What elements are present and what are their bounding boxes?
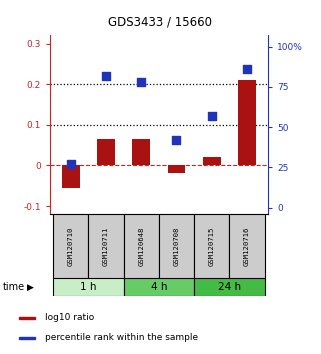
Text: GSM120711: GSM120711 (103, 226, 109, 266)
Text: 1 h: 1 h (80, 282, 97, 292)
Text: log10 ratio: log10 ratio (45, 313, 94, 322)
Text: GSM120648: GSM120648 (138, 226, 144, 266)
Bar (97, 139, 115, 165)
Point (68, 161, 74, 167)
Bar (53, 278, 124, 296)
Text: 4 h: 4 h (151, 282, 167, 292)
Text: GSM120715: GSM120715 (209, 226, 215, 266)
Point (139, 79, 144, 85)
Text: ▶: ▶ (27, 283, 34, 292)
Bar (19, 337, 35, 339)
Bar (124, 214, 159, 278)
Bar (62, 165, 80, 188)
Bar (168, 165, 185, 173)
Bar (229, 214, 265, 278)
Text: GSM120708: GSM120708 (173, 226, 179, 266)
Bar (194, 214, 229, 278)
Text: 24 h: 24 h (218, 282, 241, 292)
Text: percentile rank within the sample: percentile rank within the sample (45, 333, 198, 342)
Bar (238, 80, 256, 165)
Text: GSM120710: GSM120710 (68, 226, 74, 266)
Point (103, 73, 108, 79)
Bar (203, 157, 221, 165)
Point (209, 113, 214, 119)
Point (174, 137, 179, 143)
Text: GSM120716: GSM120716 (244, 226, 250, 266)
Bar (19, 316, 35, 319)
Bar (194, 278, 265, 296)
Bar (53, 214, 89, 278)
Bar (89, 214, 124, 278)
Text: GDS3433 / 15660: GDS3433 / 15660 (108, 16, 213, 29)
Point (244, 67, 249, 72)
Bar (159, 214, 194, 278)
Bar (124, 278, 194, 296)
Text: time: time (3, 282, 25, 292)
Bar (133, 139, 150, 165)
